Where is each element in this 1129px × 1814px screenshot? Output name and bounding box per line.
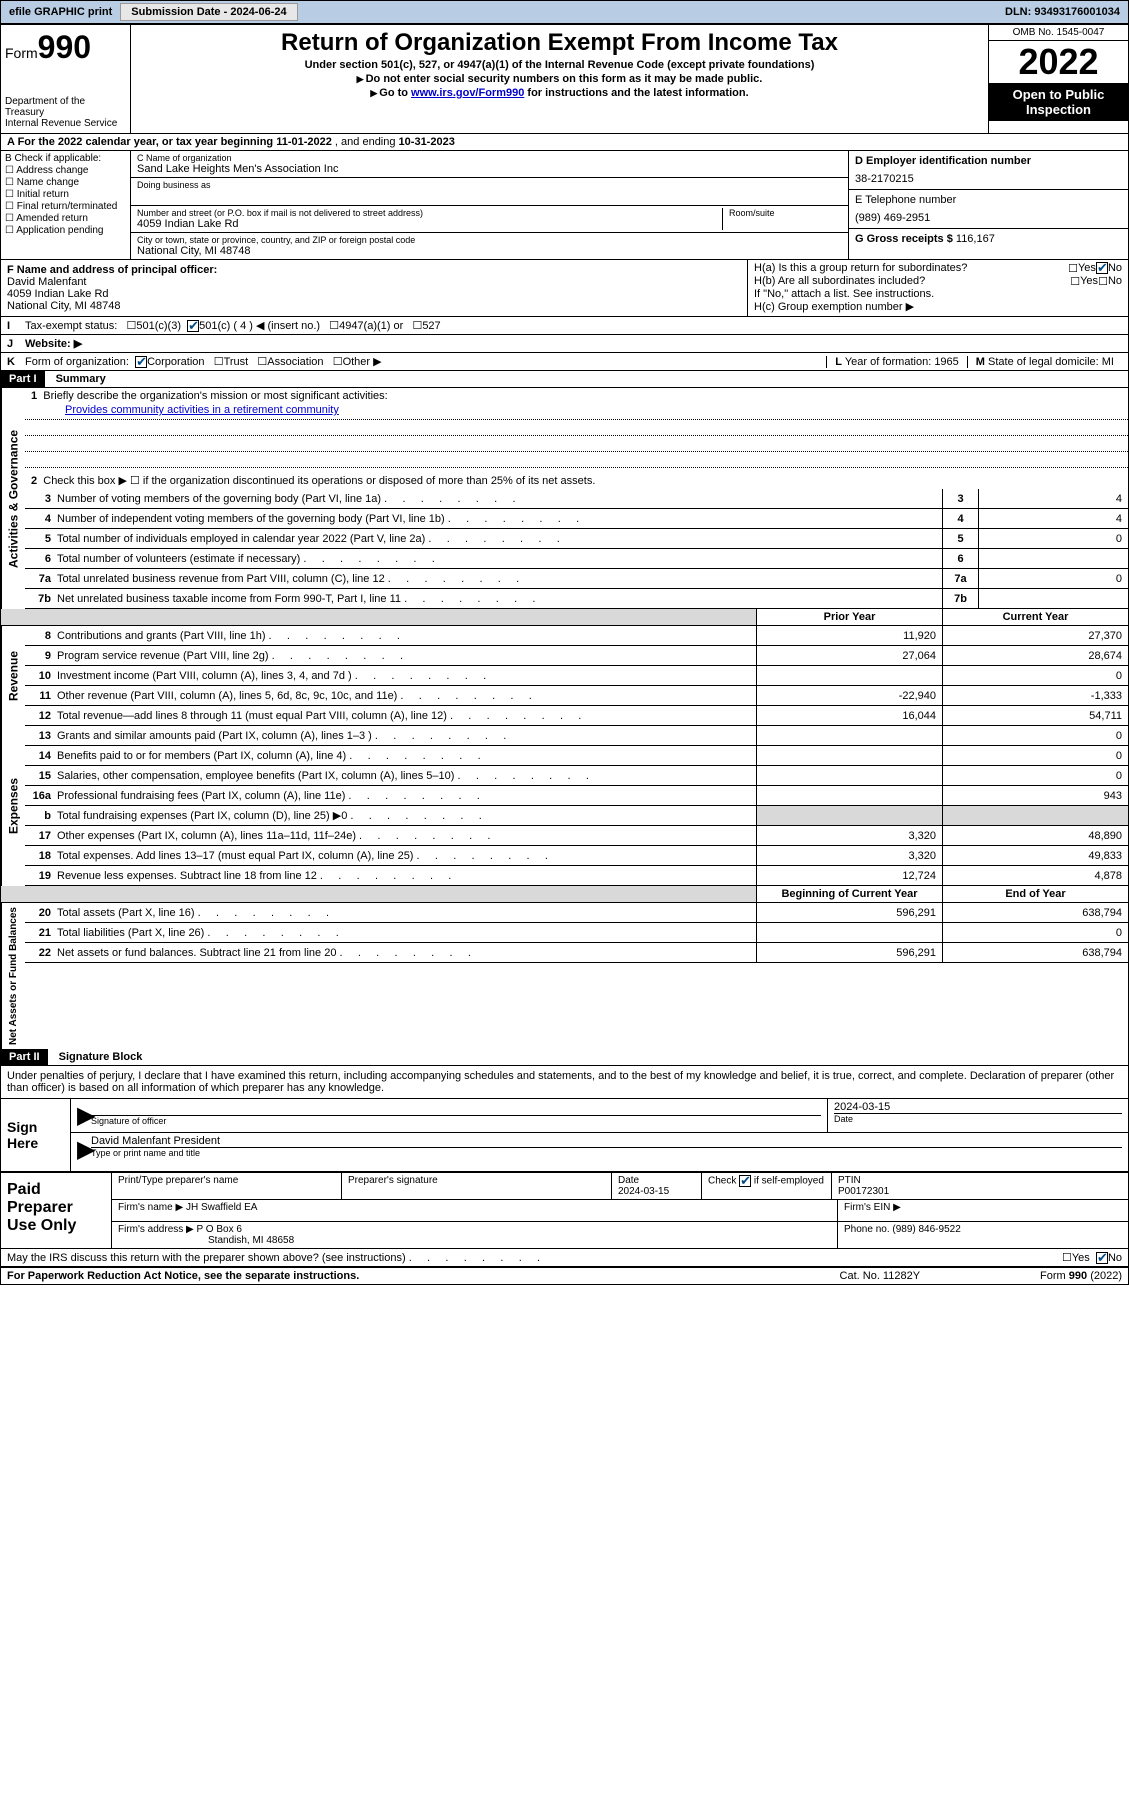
- col-eoy: End of Year: [942, 886, 1128, 902]
- part-2-header: Part II Signature Block: [1, 1049, 1128, 1066]
- mission-text[interactable]: Provides community activities in a retir…: [25, 404, 1128, 420]
- checkbox-discuss-no-icon: [1096, 1252, 1108, 1264]
- sign-here-block: Sign Here ▶ Signature of officer 2024-03…: [1, 1099, 1128, 1173]
- ein-box: D Employer identification number 38-2170…: [849, 151, 1128, 190]
- tab-activities-governance: Activities & Governance: [1, 388, 25, 609]
- col-boy: Beginning of Current Year: [756, 886, 942, 902]
- row-j: J Website: ▶: [1, 335, 1128, 353]
- paid-preparer-block: Paid Preparer Use Only Print/Type prepar…: [1, 1173, 1128, 1249]
- row-i: I Tax-exempt status: ☐ 501(c)(3) 501(c) …: [1, 317, 1128, 335]
- org-name-box: C Name of organization Sand Lake Heights…: [131, 151, 848, 178]
- principal-officer-box: F Name and address of principal officer:…: [1, 260, 748, 316]
- col-prior-year: Prior Year: [756, 609, 942, 625]
- gross-receipts-box: G Gross receipts $ 116,167: [849, 229, 1128, 259]
- checkbox-self-employed-icon: [739, 1175, 751, 1187]
- footer: For Paperwork Reduction Act Notice, see …: [1, 1268, 1128, 1284]
- checkbox-corp-icon: [135, 356, 147, 368]
- tax-year-row: A For the 2022 calendar year, or tax yea…: [1, 134, 1128, 151]
- declaration-text: Under penalties of perjury, I declare th…: [1, 1066, 1128, 1099]
- form-id-cell: Form990 Department of the Treasury Inter…: [1, 25, 131, 133]
- row-k: K Form of organization: Corporation ☐ Tr…: [1, 353, 1128, 371]
- efile-label[interactable]: efile GRAPHIC print: [3, 4, 118, 20]
- checkbox-no-icon: [1096, 262, 1108, 274]
- discuss-row: May the IRS discuss this return with the…: [1, 1249, 1128, 1268]
- tab-net-assets: Net Assets or Fund Balances: [1, 903, 25, 1049]
- irs-link[interactable]: www.irs.gov/Form990: [411, 87, 524, 99]
- dba-box: Doing business as: [131, 178, 848, 206]
- tab-revenue: Revenue: [1, 626, 25, 726]
- col-current-year: Current Year: [942, 609, 1128, 625]
- form-990: Form990 Department of the Treasury Inter…: [0, 24, 1129, 1285]
- submission-date-button[interactable]: Submission Date - 2024-06-24: [120, 3, 297, 21]
- box-b: B Check if applicable: ☐ Address change …: [1, 151, 131, 259]
- box-h: H(a) Is this a group return for subordin…: [748, 260, 1128, 316]
- top-bar: efile GRAPHIC print Submission Date - 20…: [0, 0, 1129, 24]
- title-cell: Return of Organization Exempt From Incom…: [131, 25, 988, 133]
- dln: DLN: 93493176001034: [1005, 6, 1126, 18]
- checkbox-501c-icon: [187, 320, 199, 332]
- part-1-header: Part I Summary: [1, 371, 1128, 388]
- tab-expenses: Expenses: [1, 726, 25, 886]
- main-title: Return of Organization Exempt From Incom…: [135, 29, 984, 57]
- year-cell: OMB No. 1545-0047 2022 Open to Public In…: [988, 25, 1128, 133]
- phone-box: E Telephone number (989) 469-2951: [849, 190, 1128, 229]
